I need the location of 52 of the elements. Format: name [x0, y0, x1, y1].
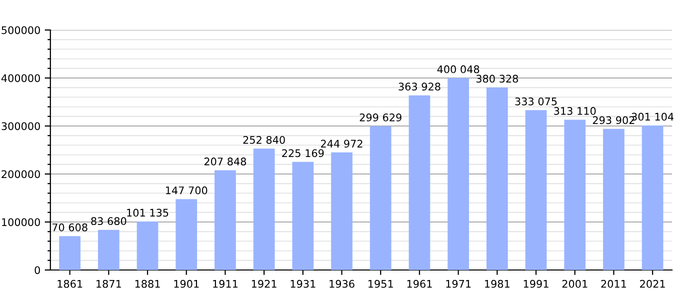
- x-tick-label: 1911: [213, 280, 238, 288]
- x-tick-label: 1936: [330, 280, 354, 288]
- y-tick-label: 100000: [2, 218, 40, 226]
- data-label: 70 608: [52, 223, 88, 232]
- data-label: 225 169: [282, 149, 324, 158]
- x-tick-label: 1921: [252, 280, 276, 288]
- x-tick-label: 1861: [58, 280, 82, 288]
- data-label: 244 972: [321, 140, 362, 148]
- bar: [253, 148, 275, 270]
- data-label: 207 848: [204, 158, 246, 166]
- bar: [525, 110, 547, 270]
- x-tick-label: 2011: [601, 280, 626, 288]
- data-label: 313 110: [554, 107, 596, 115]
- data-label: 83 680: [91, 217, 126, 226]
- data-label: 252 840: [243, 136, 285, 144]
- data-label: 147 700: [166, 186, 208, 194]
- x-tick-label: 1881: [135, 280, 160, 288]
- data-label: 363 928: [398, 82, 440, 91]
- y-tick-label: 400000: [1, 74, 40, 82]
- bar: [214, 170, 236, 270]
- x-tick-label: 1871: [96, 280, 121, 288]
- y-tick-label: 200000: [2, 170, 40, 178]
- bar: [98, 230, 120, 270]
- x-tick-label: 1901: [174, 280, 199, 288]
- x-tick-label: 1951: [368, 280, 393, 288]
- y-tick-label: 300000: [2, 122, 40, 130]
- data-label: 380 328: [476, 74, 518, 83]
- x-tick-label: 1931: [290, 280, 316, 288]
- y-tick-label: 500000: [2, 26, 40, 34]
- x-tick-label: 1961: [407, 280, 432, 288]
- bar: [292, 162, 314, 270]
- data-label: 101 135: [127, 208, 168, 217]
- x-tick-label: 2021: [640, 280, 665, 288]
- data-label: 299 629: [360, 114, 402, 122]
- bar: [448, 78, 470, 270]
- bar: [642, 125, 664, 270]
- bar: [176, 199, 198, 270]
- x-tick-label: 2001: [562, 280, 588, 288]
- bar: [486, 87, 508, 270]
- bar: [136, 221, 158, 270]
- data-label: 333 075: [515, 97, 557, 106]
- bar: [603, 128, 624, 270]
- data-label: 400 048: [437, 65, 480, 74]
- bar: [331, 152, 352, 270]
- bar: [370, 126, 392, 270]
- y-tick-label: 0: [34, 266, 40, 274]
- x-tick-label: 1971: [446, 280, 471, 288]
- bar: [408, 95, 430, 270]
- x-tick-label: 1981: [485, 280, 510, 288]
- bar: [564, 120, 586, 270]
- bar: [59, 236, 81, 270]
- x-tick-label: 1991: [524, 280, 548, 288]
